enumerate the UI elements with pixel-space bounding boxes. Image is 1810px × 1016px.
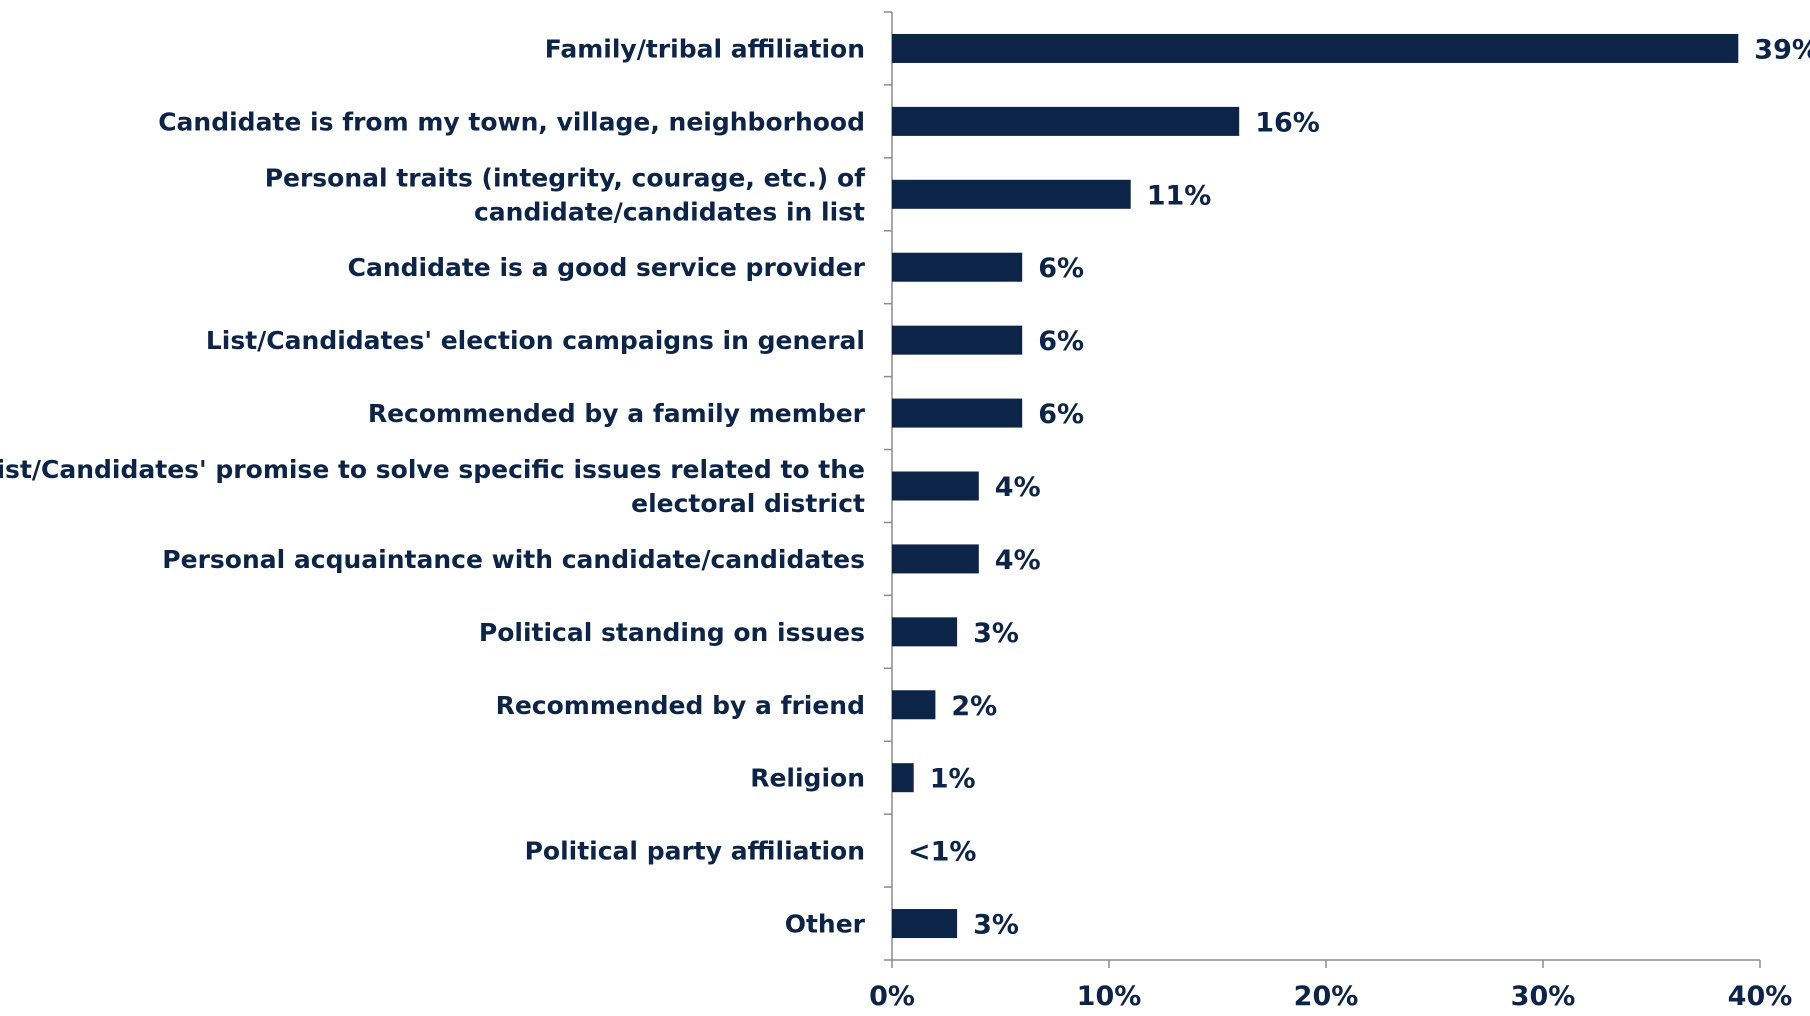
data-label: 4% [995, 472, 1041, 503]
data-labels: 39% 16% 11% 6% 6% 6% 4% 4% 3% 2% 1% <1% 3% [908, 34, 1810, 940]
data-label: <1% [908, 837, 976, 868]
bar [892, 179, 1131, 209]
bar [892, 909, 958, 939]
category-label-line: Family/tribal affiliation [545, 34, 865, 63]
x-tick-label: 40% [1728, 981, 1793, 1012]
data-label: 6% [1038, 253, 1084, 284]
x-tick-label: 0% [869, 981, 915, 1012]
category-label-line: Personal traits (integrity, courage, etc… [265, 163, 866, 192]
chart-bars [892, 33, 1739, 939]
data-label: 3% [973, 618, 1019, 649]
category-label-line: electoral district [631, 489, 865, 518]
category-label: Recommended by a friend [496, 691, 865, 720]
category-label-line: List/Candidates' promise to solve specif… [0, 455, 865, 484]
data-label: 6% [1038, 326, 1084, 357]
x-tick-label: 30% [1511, 981, 1576, 1012]
bar [892, 325, 1023, 355]
category-label-line: Other [785, 910, 866, 939]
x-tick-label: 10% [1077, 981, 1142, 1012]
category-label: Political party affiliation [525, 837, 865, 866]
category-label-line: Candidate is from my town, village, neig… [158, 107, 865, 136]
bar [892, 763, 914, 793]
category-label: List/Candidates' promise to solve specif… [0, 455, 865, 518]
category-label: Personal traits (integrity, courage, etc… [265, 163, 866, 226]
bar [892, 252, 1023, 282]
category-label: Candidate is from my town, village, neig… [158, 107, 865, 136]
bar [892, 617, 958, 647]
data-label: 6% [1038, 399, 1084, 430]
category-label-line: Recommended by a family member [368, 399, 866, 428]
category-label-line: Political party affiliation [525, 837, 865, 866]
bar [892, 690, 936, 720]
category-label-line: Personal acquaintance with candidate/can… [162, 545, 865, 574]
category-label: Personal acquaintance with candidate/can… [162, 545, 865, 574]
category-labels: Family/tribal affiliation Candidate is fr… [0, 34, 866, 938]
category-label-line: Political standing on issues [479, 618, 865, 647]
bar [892, 106, 1240, 136]
category-label: Recommended by a family member [368, 399, 866, 428]
bar [892, 33, 1739, 63]
bar [892, 544, 979, 574]
category-label-line: candidate/candidates in list [474, 197, 865, 226]
data-label: 11% [1147, 180, 1212, 211]
category-label: Political standing on issues [479, 618, 865, 647]
category-label-line: Recommended by a friend [496, 691, 865, 720]
bar [892, 471, 979, 501]
data-label: 3% [973, 910, 1019, 941]
category-label: List/Candidates' election campaigns in g… [206, 326, 865, 355]
data-label: 1% [930, 764, 976, 795]
x-axis-tick-labels: 0% 10% 20% 30% 40% [869, 981, 1792, 1012]
data-label: 4% [995, 545, 1041, 576]
data-label: 2% [951, 691, 997, 722]
category-label-line: Candidate is a good service provider [348, 253, 866, 282]
data-label: 16% [1255, 107, 1320, 138]
x-tick-label: 20% [1294, 981, 1359, 1012]
category-label: Family/tribal affiliation [545, 34, 865, 63]
category-label: Other [785, 910, 866, 939]
category-label: Religion [750, 764, 865, 793]
data-label: 39% [1754, 34, 1810, 65]
category-label-line: Religion [750, 764, 865, 793]
category-label: Candidate is a good service provider [348, 253, 866, 282]
bar [892, 398, 1023, 428]
category-label-line: List/Candidates' election campaigns in g… [206, 326, 865, 355]
